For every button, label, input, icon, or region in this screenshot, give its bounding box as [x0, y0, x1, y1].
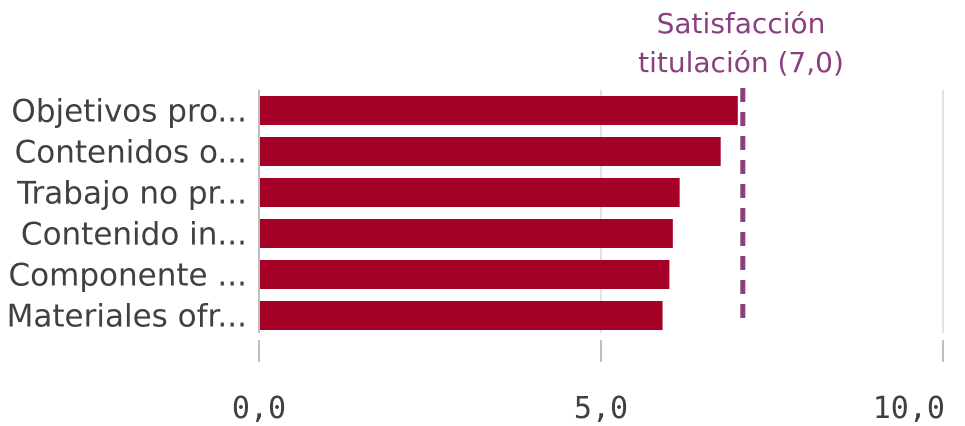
category-labels: Objetivos pro... Contenidos o... Trabajo n… [7, 94, 247, 335]
category-label: Componente ... [9, 258, 247, 294]
reference-label-line1: Satisfacción [657, 7, 826, 40]
x-tick-label: 0,0 [232, 391, 286, 426]
bar[interactable] [260, 301, 663, 330]
bar[interactable] [260, 219, 673, 248]
category-label: Objetivos pro... [11, 94, 247, 130]
bars [260, 96, 738, 330]
x-tick-label: 10,0 [873, 391, 945, 426]
bar[interactable] [260, 260, 670, 289]
category-label: Materiales ofr... [7, 299, 247, 335]
category-label: Contenidos o... [15, 135, 247, 171]
x-tick-label: 5,0 [574, 391, 628, 426]
bar[interactable] [260, 96, 738, 125]
grid-lines [600, 90, 944, 333]
reference-line-group: Satisfacción titulación (7,0) [638, 7, 844, 326]
x-axis: 0,0 5,0 10,0 [232, 90, 945, 426]
category-label: Contenido in... [21, 217, 247, 253]
bar[interactable] [260, 137, 721, 166]
category-label: Trabajo no pr... [16, 176, 247, 212]
reference-label-line2: titulación (7,0) [638, 46, 844, 79]
bar[interactable] [260, 178, 680, 207]
